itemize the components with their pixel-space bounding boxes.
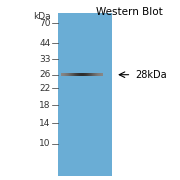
Text: 70: 70 [39, 19, 50, 28]
Text: 14: 14 [39, 119, 50, 128]
Text: 26: 26 [39, 70, 50, 79]
Text: 10: 10 [39, 140, 50, 148]
Text: 44: 44 [39, 39, 50, 48]
Text: kDa: kDa [33, 12, 50, 21]
Text: 28kDa: 28kDa [135, 70, 167, 80]
Text: Western Blot: Western Blot [96, 7, 163, 17]
Text: 33: 33 [39, 55, 50, 64]
Bar [58, 13, 112, 176]
Text: 18: 18 [39, 101, 50, 110]
Text: 22: 22 [39, 84, 50, 93]
